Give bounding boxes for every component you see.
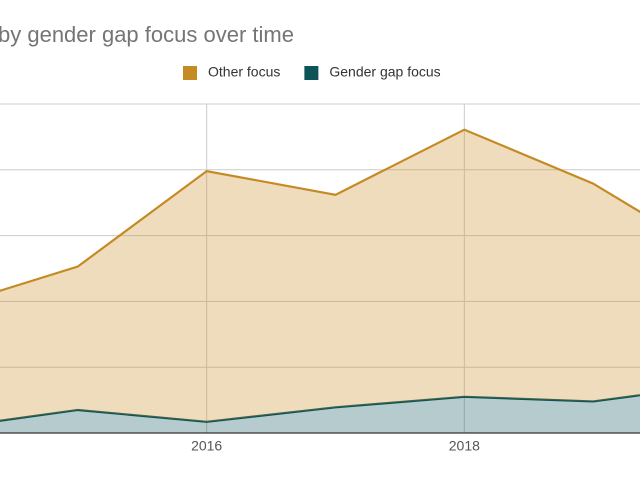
x-tick-label: 2018 xyxy=(449,438,480,454)
legend-label: Other focus xyxy=(208,64,280,80)
axis: 01234520162018 xyxy=(0,432,640,454)
plot-area xyxy=(0,128,640,433)
legend-label: Gender gap focus xyxy=(329,64,440,80)
legend-swatch xyxy=(183,66,197,80)
legend: Other focus Gender gap focus xyxy=(183,64,441,80)
line xyxy=(0,394,640,423)
line xyxy=(0,128,640,292)
legend-swatch xyxy=(304,66,319,80)
chart-title: by gender gap focus over time xyxy=(0,22,294,47)
area xyxy=(0,129,640,422)
area xyxy=(0,395,640,433)
x-tick-label: 2016 xyxy=(191,438,222,454)
